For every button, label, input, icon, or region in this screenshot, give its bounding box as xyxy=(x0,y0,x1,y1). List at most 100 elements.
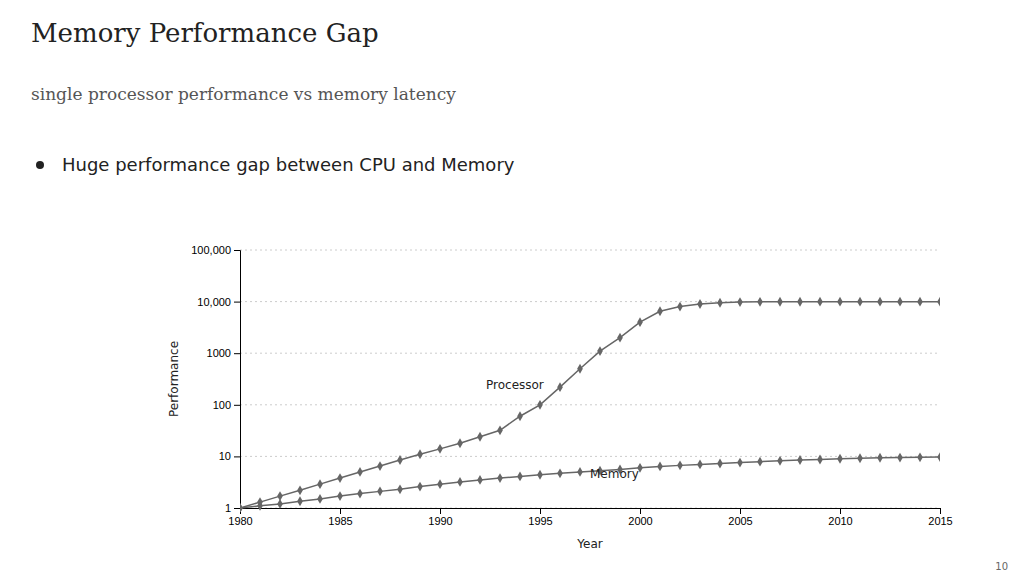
marker xyxy=(397,484,403,494)
marker xyxy=(240,503,243,512)
y-axis: 1 10 100 1000 10,000 100,000 xyxy=(191,244,240,514)
marker xyxy=(257,501,263,511)
marker xyxy=(917,452,923,462)
marker xyxy=(777,456,783,466)
marker xyxy=(537,400,543,410)
marker xyxy=(797,455,803,465)
marker xyxy=(917,297,923,307)
marker xyxy=(757,297,763,307)
tick: 1000 xyxy=(207,347,240,359)
marker xyxy=(477,475,483,485)
subtitle: single processor performance vs memory l… xyxy=(31,84,456,104)
marker xyxy=(877,453,883,463)
tick-label: 1 xyxy=(225,502,231,514)
tick-mark xyxy=(234,508,240,509)
marker xyxy=(297,496,303,506)
tick-mark xyxy=(840,508,841,514)
marker xyxy=(817,455,823,465)
marker xyxy=(477,432,483,442)
tick-label: 10,000 xyxy=(197,296,231,308)
marker xyxy=(337,473,343,483)
marker xyxy=(897,453,903,463)
tick-label: 10 xyxy=(219,450,231,462)
axis-line xyxy=(241,509,941,515)
tick-label: 2000 xyxy=(628,515,652,527)
marker xyxy=(337,491,343,501)
marker xyxy=(657,306,663,316)
tick: 10,000 xyxy=(197,296,240,308)
y-axis-title: Performance xyxy=(167,341,181,417)
tick-label: 1985 xyxy=(328,515,352,527)
marker xyxy=(537,470,543,480)
tick-label: 2005 xyxy=(728,515,752,527)
tick: 1985 xyxy=(328,508,352,527)
marker xyxy=(677,302,683,312)
tick: 100,000 xyxy=(191,244,240,256)
marker xyxy=(717,298,723,308)
tick-mark xyxy=(234,250,240,251)
tick: 2000 xyxy=(628,508,652,527)
tick: 2015 xyxy=(928,508,952,527)
x-axis-title: Year xyxy=(576,537,602,551)
tick-label: 2015 xyxy=(928,515,952,527)
marker xyxy=(697,299,703,309)
marker xyxy=(240,503,243,512)
marker xyxy=(857,453,863,463)
line xyxy=(240,302,940,508)
line xyxy=(240,457,940,508)
marker xyxy=(737,297,743,307)
marker xyxy=(657,461,663,471)
series xyxy=(240,452,940,512)
marker xyxy=(857,297,863,307)
bullet xyxy=(36,161,44,169)
marker xyxy=(557,382,563,392)
tick-mark xyxy=(234,302,240,303)
tick-label: 100 xyxy=(213,399,231,411)
tick-label: 1980 xyxy=(228,515,252,527)
x-axis: 19801985199019952000200520102015 xyxy=(228,508,952,527)
marker xyxy=(497,473,503,483)
tick-mark xyxy=(440,508,441,514)
grid-line xyxy=(240,353,940,354)
tick: 100 xyxy=(213,399,240,411)
grid-line xyxy=(240,456,940,457)
marker xyxy=(937,452,940,462)
marker xyxy=(457,438,463,448)
marker xyxy=(737,458,743,468)
tick-mark xyxy=(640,508,641,514)
marker xyxy=(557,468,563,478)
marker xyxy=(937,297,940,307)
bullet-text: Huge performance gap between CPU and Mem… xyxy=(62,154,515,175)
marker xyxy=(577,467,583,477)
page-number: 10 xyxy=(995,561,1008,572)
marker xyxy=(517,471,523,481)
tick-mark xyxy=(540,508,541,514)
marker xyxy=(777,297,783,307)
grid xyxy=(240,250,940,508)
chart: Memory Performance Gapsingle processor p… xyxy=(0,0,1024,576)
tick-mark xyxy=(940,508,941,514)
marker xyxy=(437,444,443,454)
tick-label: 100,000 xyxy=(191,244,231,256)
marker xyxy=(757,457,763,467)
tick: 10 xyxy=(219,450,240,462)
tick-mark xyxy=(234,405,240,406)
marker xyxy=(637,317,643,327)
marker xyxy=(457,477,463,487)
tick-mark xyxy=(340,508,341,514)
tick-label: 1990 xyxy=(428,515,452,527)
marker xyxy=(377,461,383,471)
marker xyxy=(357,489,363,499)
marker xyxy=(417,449,423,459)
marker xyxy=(517,411,523,421)
marker xyxy=(317,494,323,504)
marker xyxy=(577,364,583,374)
marker xyxy=(837,297,843,307)
marker xyxy=(897,297,903,307)
tick: 1995 xyxy=(528,508,552,527)
marker xyxy=(597,346,603,356)
marker xyxy=(617,333,623,343)
marks xyxy=(240,297,940,512)
tick-mark xyxy=(740,508,741,514)
marker xyxy=(297,485,303,495)
